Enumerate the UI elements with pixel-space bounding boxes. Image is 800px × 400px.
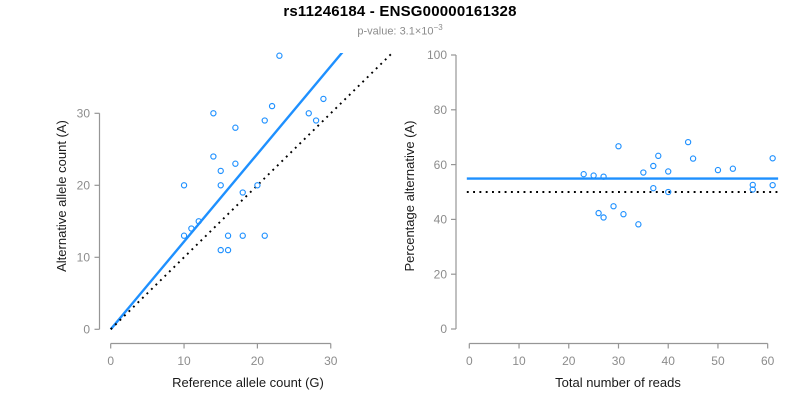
- x-axis-title: Reference allele count (G): [172, 375, 324, 390]
- data-point: [268, 102, 276, 110]
- data-point: [769, 155, 776, 162]
- x-tick-label: 20: [562, 354, 576, 368]
- data-point: [261, 117, 268, 124]
- y-tick-label: 80: [434, 103, 448, 117]
- pvalue-label: p-value:: [357, 25, 400, 38]
- data-point: [217, 246, 224, 254]
- plot-right: 0 10 20 30 40 50 60 0 20 40 60 80 100 Total number of…: [402, 48, 779, 390]
- y-axis-title: Alternative allele count (A): [54, 120, 69, 272]
- data-point: [232, 160, 239, 167]
- x-tick-label: 30: [612, 354, 626, 368]
- data-point: [305, 110, 312, 117]
- fit-line: [109, 53, 344, 331]
- x-tick-label: 0: [107, 354, 114, 368]
- y-tick-label: 0: [440, 322, 447, 336]
- x-tick-label: 10: [177, 354, 191, 368]
- y-tick-label: 30: [77, 107, 91, 121]
- x-tick-label: 10: [512, 354, 526, 368]
- x-tick-label: 30: [324, 354, 338, 368]
- x-tick-label: 40: [662, 354, 676, 368]
- y-tick-label: 20: [434, 267, 448, 281]
- data-point: [224, 232, 232, 239]
- data-point: [320, 95, 327, 103]
- data-point: [188, 225, 195, 232]
- data-point: [590, 172, 597, 179]
- data-point: [224, 246, 232, 254]
- data-point: [239, 189, 246, 196]
- lines-layer: [466, 177, 779, 193]
- data-point: [210, 153, 217, 160]
- data-point: [749, 181, 756, 189]
- data-point: [600, 173, 607, 180]
- identity-line: [110, 53, 394, 330]
- y-tick-label: 60: [434, 158, 448, 172]
- data-point: [620, 211, 627, 218]
- data-point: [276, 52, 283, 59]
- data-point: [217, 167, 224, 175]
- y-axis-title: Percentage alternative (A): [402, 120, 417, 271]
- x-tick-label: 60: [761, 354, 775, 368]
- data-point: [635, 221, 642, 228]
- pvalue-subtitle: p-value: 3.1×10−3: [0, 23, 800, 38]
- pvalue-exponent: −3: [433, 23, 443, 32]
- y-tick-label: 40: [434, 213, 448, 227]
- data-point: [610, 203, 617, 210]
- data-point: [595, 209, 602, 217]
- data-point: [689, 155, 697, 162]
- figure-title: rs11246184 - ENSG00000161328: [283, 3, 517, 20]
- x-tick-label: 20: [251, 354, 265, 368]
- y-tick-label: 0: [83, 323, 90, 337]
- data-point: [655, 152, 662, 160]
- points-layer-left: [180, 52, 327, 254]
- data-point: [210, 110, 217, 117]
- data-point: [615, 143, 622, 150]
- data-point: [684, 138, 692, 146]
- data-point: [239, 232, 246, 239]
- data-point: [580, 171, 587, 178]
- data-point: [650, 162, 657, 170]
- data-point: [180, 232, 188, 239]
- lines-layer: [109, 53, 394, 331]
- data-point: [714, 166, 722, 174]
- data-point: [312, 117, 320, 124]
- data-point: [650, 184, 657, 192]
- x-axis-title: Total number of reads: [555, 375, 681, 390]
- x-tick-label: 0: [466, 354, 473, 368]
- x-tick-label: 50: [711, 354, 725, 368]
- data-point: [195, 218, 202, 225]
- data-point: [769, 181, 776, 189]
- data-point: [232, 124, 239, 131]
- data-point: [600, 214, 607, 221]
- data-point: [665, 168, 672, 175]
- pvalue-mantissa: 3.1×10: [399, 25, 434, 38]
- data-point: [217, 182, 224, 189]
- data-point: [665, 188, 672, 196]
- data-point: [180, 182, 188, 189]
- y-tick-label: 20: [77, 179, 91, 193]
- data-point: [729, 165, 737, 172]
- data-point: [261, 232, 268, 239]
- y-tick-label: 10: [77, 251, 91, 265]
- data-point: [254, 182, 261, 189]
- data-point: [640, 169, 647, 176]
- points-layer-right: [580, 138, 776, 228]
- y-tick-label: 100: [427, 48, 447, 62]
